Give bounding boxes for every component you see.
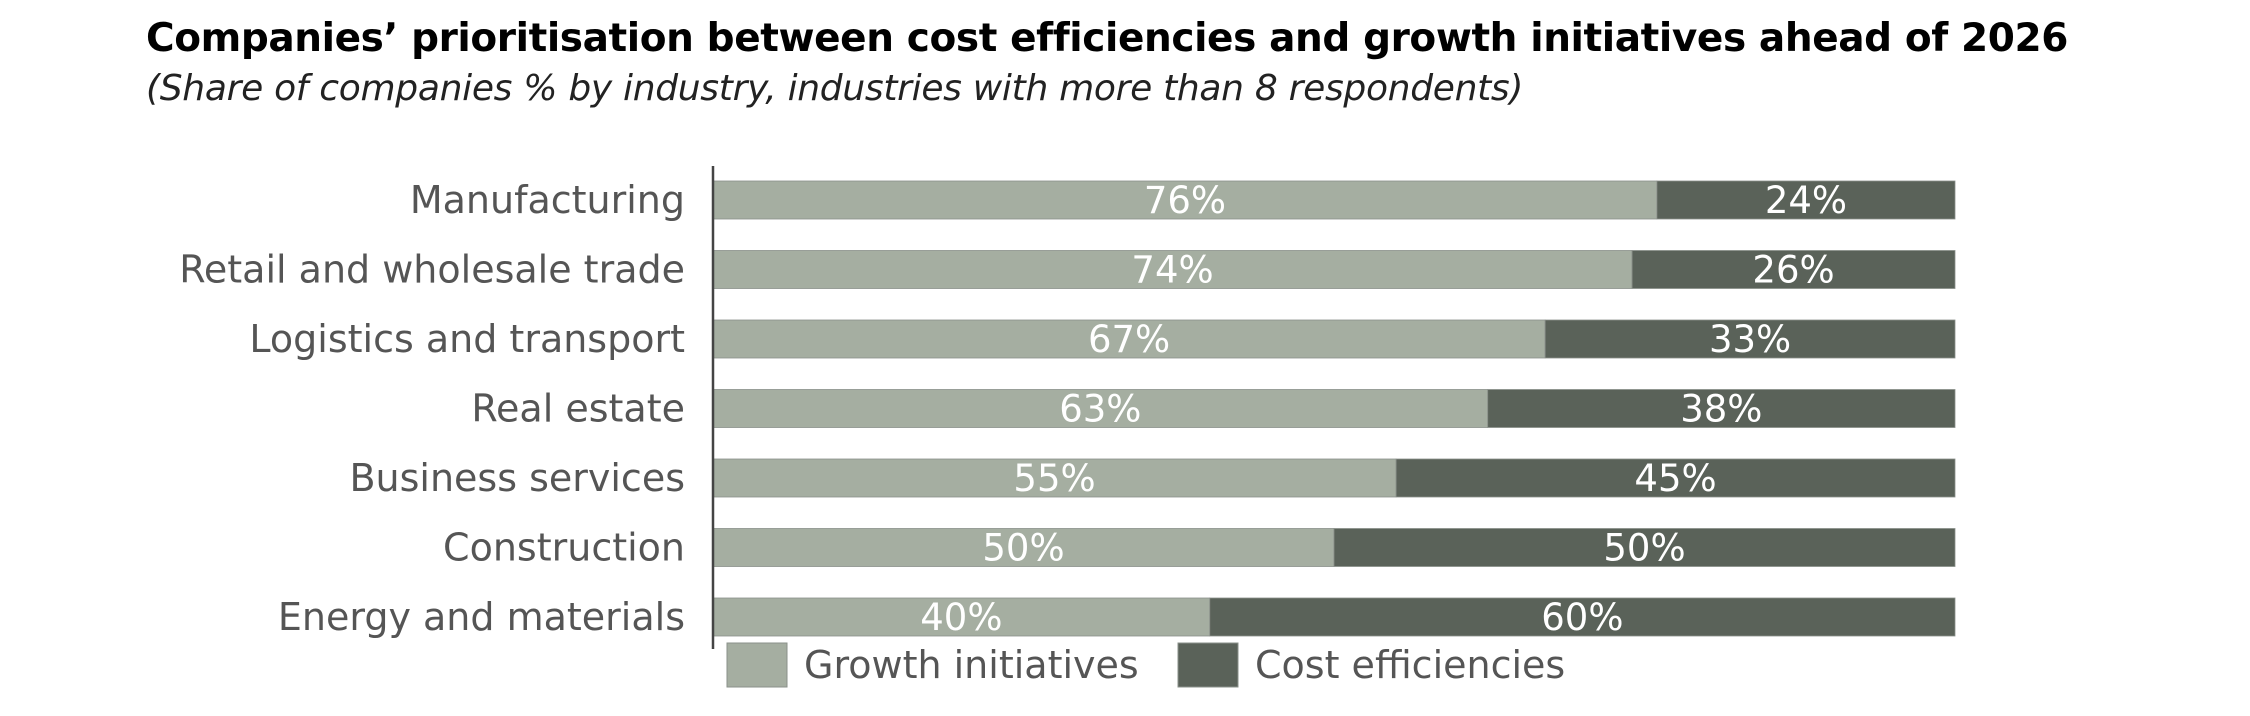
- legend-label-growth-initiatives: Growth initiatives: [804, 643, 1139, 687]
- legend-swatch-cost-efficiencies: [1177, 642, 1239, 688]
- bar-growth-initiatives-energy-and-materials: [712, 597, 1211, 637]
- bar-growth-initiatives-business-services: [712, 458, 1397, 498]
- data-label-cost-efficiencies-logistics-and-transport: 33%: [1709, 318, 1791, 361]
- bar-cost-efficiencies-energy-and-materials: [1209, 597, 1956, 637]
- chart-subtitle: (Share of companies % by industry, indus…: [146, 68, 1524, 109]
- bar-cost-efficiencies-construction: [1333, 528, 1956, 567]
- category-label-retail-and-wholesale-trade: Retail and wholesale trade: [179, 248, 685, 292]
- category-label-manufacturing: Manufacturing: [410, 178, 685, 222]
- bar-cost-efficiencies-manufacturing: [1656, 180, 1956, 220]
- data-label-cost-efficiencies-energy-and-materials: 60%: [1541, 596, 1623, 639]
- data-label-growth-initiatives-manufacturing: 76%: [1144, 179, 1226, 222]
- category-label-construction: Construction: [443, 526, 685, 570]
- data-label-cost-efficiencies-real-estate: 38%: [1680, 388, 1762, 431]
- bar-cost-efficiencies-business-services: [1395, 458, 1956, 498]
- category-label-business-services: Business services: [349, 456, 685, 500]
- data-label-growth-initiatives-real-estate: 63%: [1059, 388, 1141, 431]
- data-label-growth-initiatives-business-services: 55%: [1013, 457, 1095, 500]
- data-label-cost-efficiencies-business-services: 45%: [1634, 457, 1716, 500]
- bar-growth-initiatives-construction: [712, 528, 1335, 567]
- bar-cost-efficiencies-logistics-and-transport: [1544, 319, 1956, 359]
- data-label-growth-initiatives-retail-and-wholesale-trade: 74%: [1131, 249, 1213, 292]
- data-label-cost-efficiencies-retail-and-wholesale-trade: 26%: [1752, 249, 1834, 292]
- bar-growth-initiatives-logistics-and-transport: [712, 319, 1546, 359]
- category-label-energy-and-materials: Energy and materials: [278, 595, 685, 639]
- data-label-cost-efficiencies-construction: 50%: [1603, 527, 1685, 570]
- category-label-logistics-and-transport: Logistics and transport: [249, 317, 685, 361]
- chart-title: Companies’ prioritisation between cost e…: [146, 16, 2068, 61]
- bar-cost-efficiencies-retail-and-wholesale-trade: [1631, 250, 1956, 289]
- legend-label-cost-efficiencies: Cost efficiencies: [1255, 643, 1565, 687]
- legend: Growth initiatives Cost efficiencies: [726, 642, 1565, 688]
- data-label-cost-efficiencies-manufacturing: 24%: [1765, 179, 1847, 222]
- category-label-real-estate: Real estate: [471, 387, 685, 431]
- bar-cost-efficiencies-real-estate: [1487, 389, 1956, 428]
- data-label-growth-initiatives-energy-and-materials: 40%: [920, 596, 1002, 639]
- legend-swatch-growth-initiatives: [726, 642, 788, 688]
- bars-layer: [712, 180, 1956, 637]
- data-label-growth-initiatives-construction: 50%: [982, 527, 1064, 570]
- data-label-growth-initiatives-logistics-and-transport: 67%: [1088, 318, 1170, 361]
- labels-layer: Manufacturing 76% 24% Retail and wholesale …: [179, 178, 1847, 639]
- bar-growth-initiatives-real-estate: [712, 389, 1489, 428]
- bar-growth-initiatives-manufacturing: [712, 180, 1658, 220]
